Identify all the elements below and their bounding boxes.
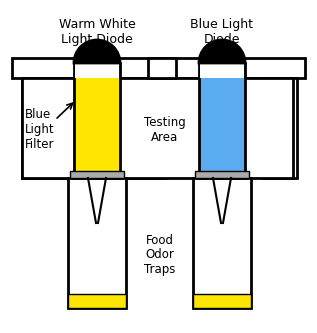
- Text: Testing
Area: Testing Area: [144, 116, 186, 144]
- Bar: [148, 58, 176, 78]
- Bar: [68, 178, 126, 308]
- Bar: [22, 78, 165, 178]
- Bar: [70, 171, 124, 178]
- Bar: [199, 63, 245, 178]
- Bar: [193, 294, 251, 308]
- Bar: [200, 58, 244, 78]
- Bar: [22, 78, 293, 178]
- Text: Blue Light
Diode: Blue Light Diode: [191, 18, 254, 46]
- Bar: [193, 178, 251, 308]
- Wedge shape: [74, 40, 120, 63]
- Bar: [74, 63, 120, 178]
- Bar: [12, 58, 305, 78]
- Text: Blue
Light
Filter: Blue Light Filter: [25, 109, 55, 152]
- Bar: [195, 171, 249, 178]
- Wedge shape: [199, 40, 245, 63]
- Bar: [263, 78, 297, 178]
- Text: Food
Odor
Traps: Food Odor Traps: [144, 233, 176, 276]
- Bar: [68, 294, 126, 308]
- Text: Warm White
Light Diode: Warm White Light Diode: [59, 18, 135, 46]
- Bar: [75, 58, 119, 78]
